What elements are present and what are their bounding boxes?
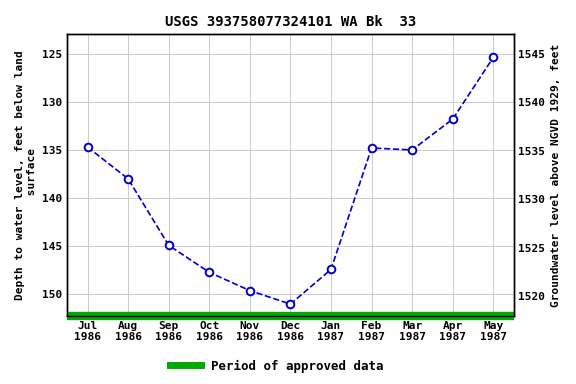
Title: USGS 393758077324101 WA Bk  33: USGS 393758077324101 WA Bk 33 xyxy=(165,15,416,29)
Legend: Period of approved data: Period of approved data xyxy=(165,355,388,378)
Y-axis label: Groundwater level above NGVD 1929, feet: Groundwater level above NGVD 1929, feet xyxy=(551,43,561,306)
Y-axis label: Depth to water level, feet below land
 surface: Depth to water level, feet below land su… xyxy=(15,50,37,300)
